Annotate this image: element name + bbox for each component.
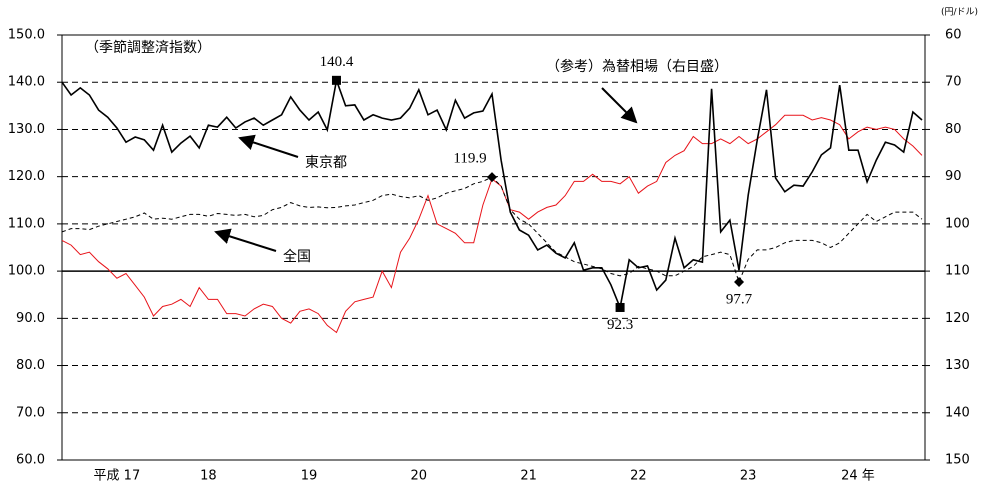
extreme-marker bbox=[615, 302, 625, 312]
series-line bbox=[61, 77, 923, 311]
y-tick-label: 60.0 bbox=[16, 453, 45, 468]
x-tick-label: 18 bbox=[200, 469, 217, 484]
x-tick-label: 23 bbox=[740, 469, 757, 484]
y2-tick-label: 130 bbox=[945, 358, 970, 373]
y2-unit: (円/ドル) bbox=[941, 7, 978, 18]
y-tick-label: 140.0 bbox=[8, 75, 45, 90]
y-tick-label: 120.0 bbox=[8, 169, 45, 184]
x-tick-label: 24 年 bbox=[841, 469, 875, 484]
y2-tick-label: 120 bbox=[945, 311, 970, 326]
value-label: 92.3 bbox=[607, 317, 633, 333]
y2-tick-label: 140 bbox=[945, 405, 970, 420]
arrow bbox=[238, 134, 299, 158]
x-tick-label: 20 bbox=[411, 469, 428, 484]
plot-frame bbox=[61, 34, 926, 461]
arrow bbox=[214, 228, 277, 252]
x-tick-label: 21 bbox=[520, 469, 537, 484]
value-label: 97.7 bbox=[726, 291, 753, 307]
extreme-marker bbox=[487, 172, 497, 183]
value-label: 140.4 bbox=[320, 54, 354, 70]
series-line bbox=[61, 176, 923, 284]
y2-tick-label: 110 bbox=[945, 264, 970, 279]
value-label: 119.9 bbox=[453, 151, 486, 167]
y2-tick-label: 60 bbox=[945, 28, 962, 43]
annotation: （参考）為替相場（右目盛） bbox=[546, 58, 728, 75]
y-tick-label: 110.0 bbox=[8, 216, 45, 231]
y-tick-label: 150.0 bbox=[8, 28, 45, 43]
y2-tick-label: 80 bbox=[945, 122, 962, 137]
x-tick-label: 19 bbox=[301, 469, 318, 484]
y-tick-label: 130.0 bbox=[8, 122, 45, 137]
arrow bbox=[601, 87, 638, 124]
extreme-marker bbox=[734, 276, 745, 287]
x-tick-label: 平成 17 bbox=[94, 469, 141, 484]
y-tick-label: 70.0 bbox=[16, 405, 45, 420]
y-tick-label: 80.0 bbox=[16, 358, 45, 373]
extreme-marker bbox=[331, 75, 341, 85]
y2-tick-label: 100 bbox=[945, 216, 970, 231]
annotation: （季節調整済指数） bbox=[85, 39, 211, 56]
y-tick-label: 90.0 bbox=[16, 311, 45, 326]
y-tick-label: 100.0 bbox=[8, 264, 45, 279]
y2-tick-label: 70 bbox=[945, 75, 962, 90]
x-tick-label: 22 bbox=[630, 469, 647, 484]
y2-tick-label: 90 bbox=[945, 169, 962, 184]
y2-tick-label: 150 bbox=[945, 453, 970, 468]
annotation: 全国 bbox=[283, 248, 311, 265]
annotation: 東京都 bbox=[305, 155, 347, 171]
